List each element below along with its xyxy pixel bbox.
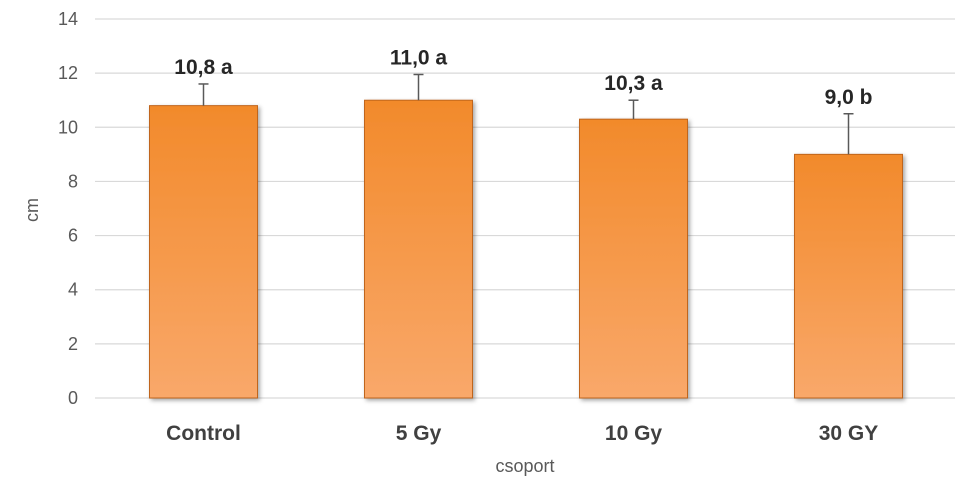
y-tick-label: 0 bbox=[68, 388, 78, 408]
data-label: 10,8 a bbox=[174, 56, 233, 79]
x-category-label: 5 Gy bbox=[396, 422, 442, 445]
y-tick-label: 4 bbox=[68, 280, 78, 300]
x-category-label: 30 GY bbox=[819, 422, 879, 445]
y-tick-label: 10 bbox=[58, 117, 78, 137]
bar bbox=[364, 99, 473, 399]
y-tick-label: 6 bbox=[68, 226, 78, 246]
y-tick-label: 2 bbox=[68, 334, 78, 354]
y-tick-label: 14 bbox=[58, 9, 78, 29]
error-bars bbox=[198, 73, 854, 155]
bar bbox=[149, 105, 258, 399]
data-label: 9,0 b bbox=[825, 86, 873, 109]
y-tick-label: 8 bbox=[68, 171, 78, 191]
y-axis-ticks: 0 2 4 6 8 10 12 14 bbox=[58, 9, 78, 408]
y-tick-label: 12 bbox=[58, 63, 78, 83]
y-axis-title: cm bbox=[22, 198, 42, 222]
bar bbox=[794, 153, 903, 399]
bar bbox=[579, 118, 688, 399]
data-labels: 10,8 a 11,0 a 10,3 a 9,0 b bbox=[174, 46, 872, 108]
data-label: 10,3 a bbox=[604, 72, 663, 95]
bars bbox=[149, 99, 903, 399]
x-axis-title: csoport bbox=[495, 456, 554, 476]
data-label: 11,0 a bbox=[390, 46, 448, 69]
x-axis-categories: Control 5 Gy 10 Gy 30 GY bbox=[166, 422, 878, 445]
x-category-label: Control bbox=[166, 422, 241, 445]
x-category-label: 10 Gy bbox=[605, 422, 663, 445]
